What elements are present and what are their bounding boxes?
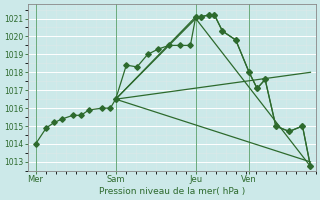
X-axis label: Pression niveau de la mer( hPa ): Pression niveau de la mer( hPa ) bbox=[99, 187, 245, 196]
